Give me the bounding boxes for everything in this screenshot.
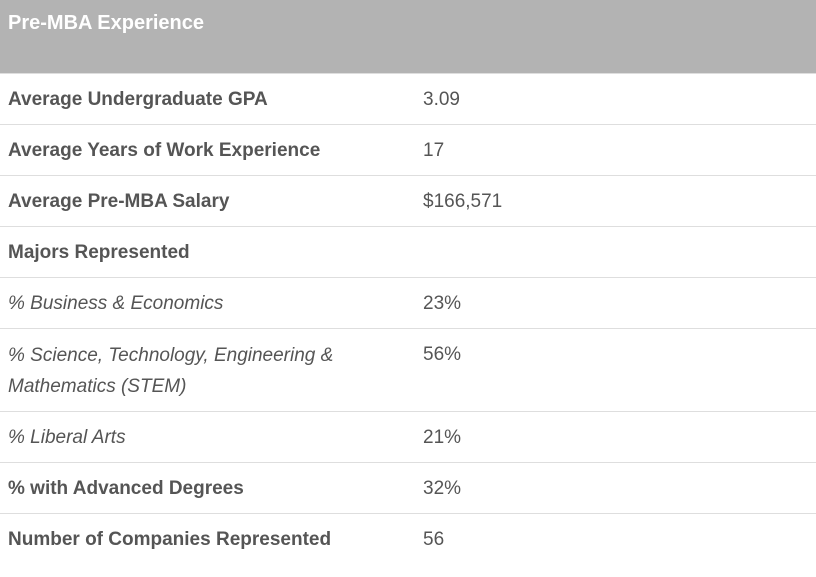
table-row: Average Undergraduate GPA 3.09: [0, 72, 816, 124]
row-value-liberal-arts: 21%: [415, 410, 816, 462]
row-value-business-economics: 23%: [415, 276, 816, 328]
row-label-salary: Average Pre-MBA Salary: [0, 174, 415, 226]
row-label-companies: Number of Companies Represented: [0, 512, 415, 565]
row-label-advanced-degrees: % with Advanced Degrees: [0, 461, 415, 513]
table-row: % Science, Technology, Engineering & Mat…: [0, 327, 816, 411]
table-row: Average Years of Work Experience 17: [0, 123, 816, 175]
row-label-majors: Majors Represented: [0, 225, 415, 277]
table-row: % with Advanced Degrees 32%: [0, 461, 816, 513]
row-label-stem: % Science, Technology, Engineering & Mat…: [0, 327, 415, 411]
row-value-advanced-degrees: 32%: [415, 461, 816, 513]
row-value-stem: 56%: [415, 327, 816, 411]
row-label-liberal-arts: % Liberal Arts: [0, 410, 415, 462]
table-row: % Liberal Arts 21%: [0, 410, 816, 462]
row-value-gpa: 3.09: [415, 72, 816, 124]
row-value-work-experience: 17: [415, 123, 816, 175]
row-value-companies: 56: [415, 512, 816, 565]
row-label-work-experience: Average Years of Work Experience: [0, 123, 415, 175]
row-label-gpa: Average Undergraduate GPA: [0, 72, 415, 124]
row-value-salary: $166,571: [415, 174, 816, 226]
row-label-business-economics: % Business & Economics: [0, 276, 415, 328]
row-value-majors: [415, 225, 816, 277]
table-row: % Business & Economics 23%: [0, 276, 816, 328]
table-title: Pre-MBA Experience: [0, 0, 816, 73]
table-row: Number of Companies Represented 56: [0, 512, 816, 565]
table-row: Majors Represented: [0, 225, 816, 277]
table-header-row: Pre-MBA Experience: [0, 0, 816, 73]
table-row: Average Pre-MBA Salary $166,571: [0, 174, 816, 226]
pre-mba-experience-table: Pre-MBA Experience Average Undergraduate…: [0, 0, 816, 565]
